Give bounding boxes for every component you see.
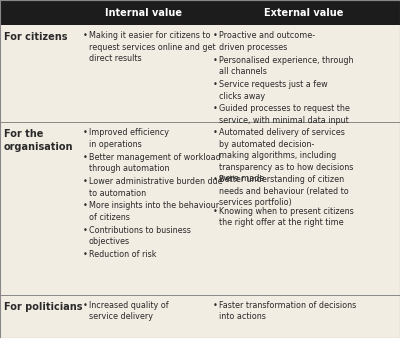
Text: Knowing when to present citizens
the right offer at the right time: Knowing when to present citizens the rig… bbox=[219, 207, 354, 227]
Text: •: • bbox=[83, 177, 88, 186]
Text: For the
organisation: For the organisation bbox=[4, 129, 74, 151]
Bar bbox=[0, 0, 400, 25]
Text: •: • bbox=[213, 104, 218, 114]
Text: Internal value: Internal value bbox=[104, 8, 182, 18]
Text: External value: External value bbox=[264, 8, 344, 18]
Text: Proactive and outcome-
driven processes: Proactive and outcome- driven processes bbox=[219, 31, 315, 52]
Text: •: • bbox=[83, 153, 88, 162]
Text: •: • bbox=[83, 31, 88, 41]
Text: Reduction of risk: Reduction of risk bbox=[89, 250, 156, 259]
Text: •: • bbox=[213, 31, 218, 41]
Text: •: • bbox=[83, 301, 88, 310]
Text: Contributions to business
objectives: Contributions to business objectives bbox=[89, 226, 191, 246]
Text: Service requests just a few
clicks away: Service requests just a few clicks away bbox=[219, 80, 328, 101]
Text: Automated delivery of services
by automated decision-
making algorithms, includi: Automated delivery of services by automa… bbox=[219, 128, 353, 183]
Text: •: • bbox=[83, 128, 88, 138]
Text: •: • bbox=[213, 301, 218, 310]
Text: Faster transformation of decisions
into actions: Faster transformation of decisions into … bbox=[219, 301, 356, 321]
Text: •: • bbox=[213, 207, 218, 216]
Text: •: • bbox=[213, 56, 218, 65]
Text: •: • bbox=[83, 250, 88, 259]
Text: Guided processes to request the
service, with minimal data input: Guided processes to request the service,… bbox=[219, 104, 350, 125]
Text: •: • bbox=[213, 175, 218, 184]
Text: Lower administrative burden due
to automation: Lower administrative burden due to autom… bbox=[89, 177, 222, 198]
Text: Better management of workload
through automation: Better management of workload through au… bbox=[89, 153, 220, 173]
Text: Better understanding of citizen
needs and behaviour (related to
services portfol: Better understanding of citizen needs an… bbox=[219, 175, 348, 207]
Text: •: • bbox=[213, 128, 218, 138]
Text: For citizens: For citizens bbox=[4, 32, 68, 42]
Text: Improved efficiency
in operations: Improved efficiency in operations bbox=[89, 128, 169, 149]
Text: Increased quality of
service delivery: Increased quality of service delivery bbox=[89, 301, 168, 321]
Text: Personalised experience, through
all channels: Personalised experience, through all cha… bbox=[219, 56, 353, 76]
Text: •: • bbox=[83, 201, 88, 211]
Text: •: • bbox=[83, 226, 88, 235]
Text: Making it easier for citizens to
request services online and get
direct results: Making it easier for citizens to request… bbox=[89, 31, 216, 63]
Text: •: • bbox=[213, 80, 218, 89]
Text: For politicians: For politicians bbox=[4, 301, 82, 312]
Text: More insights into the behaviour
of citizens: More insights into the behaviour of citi… bbox=[89, 201, 219, 222]
